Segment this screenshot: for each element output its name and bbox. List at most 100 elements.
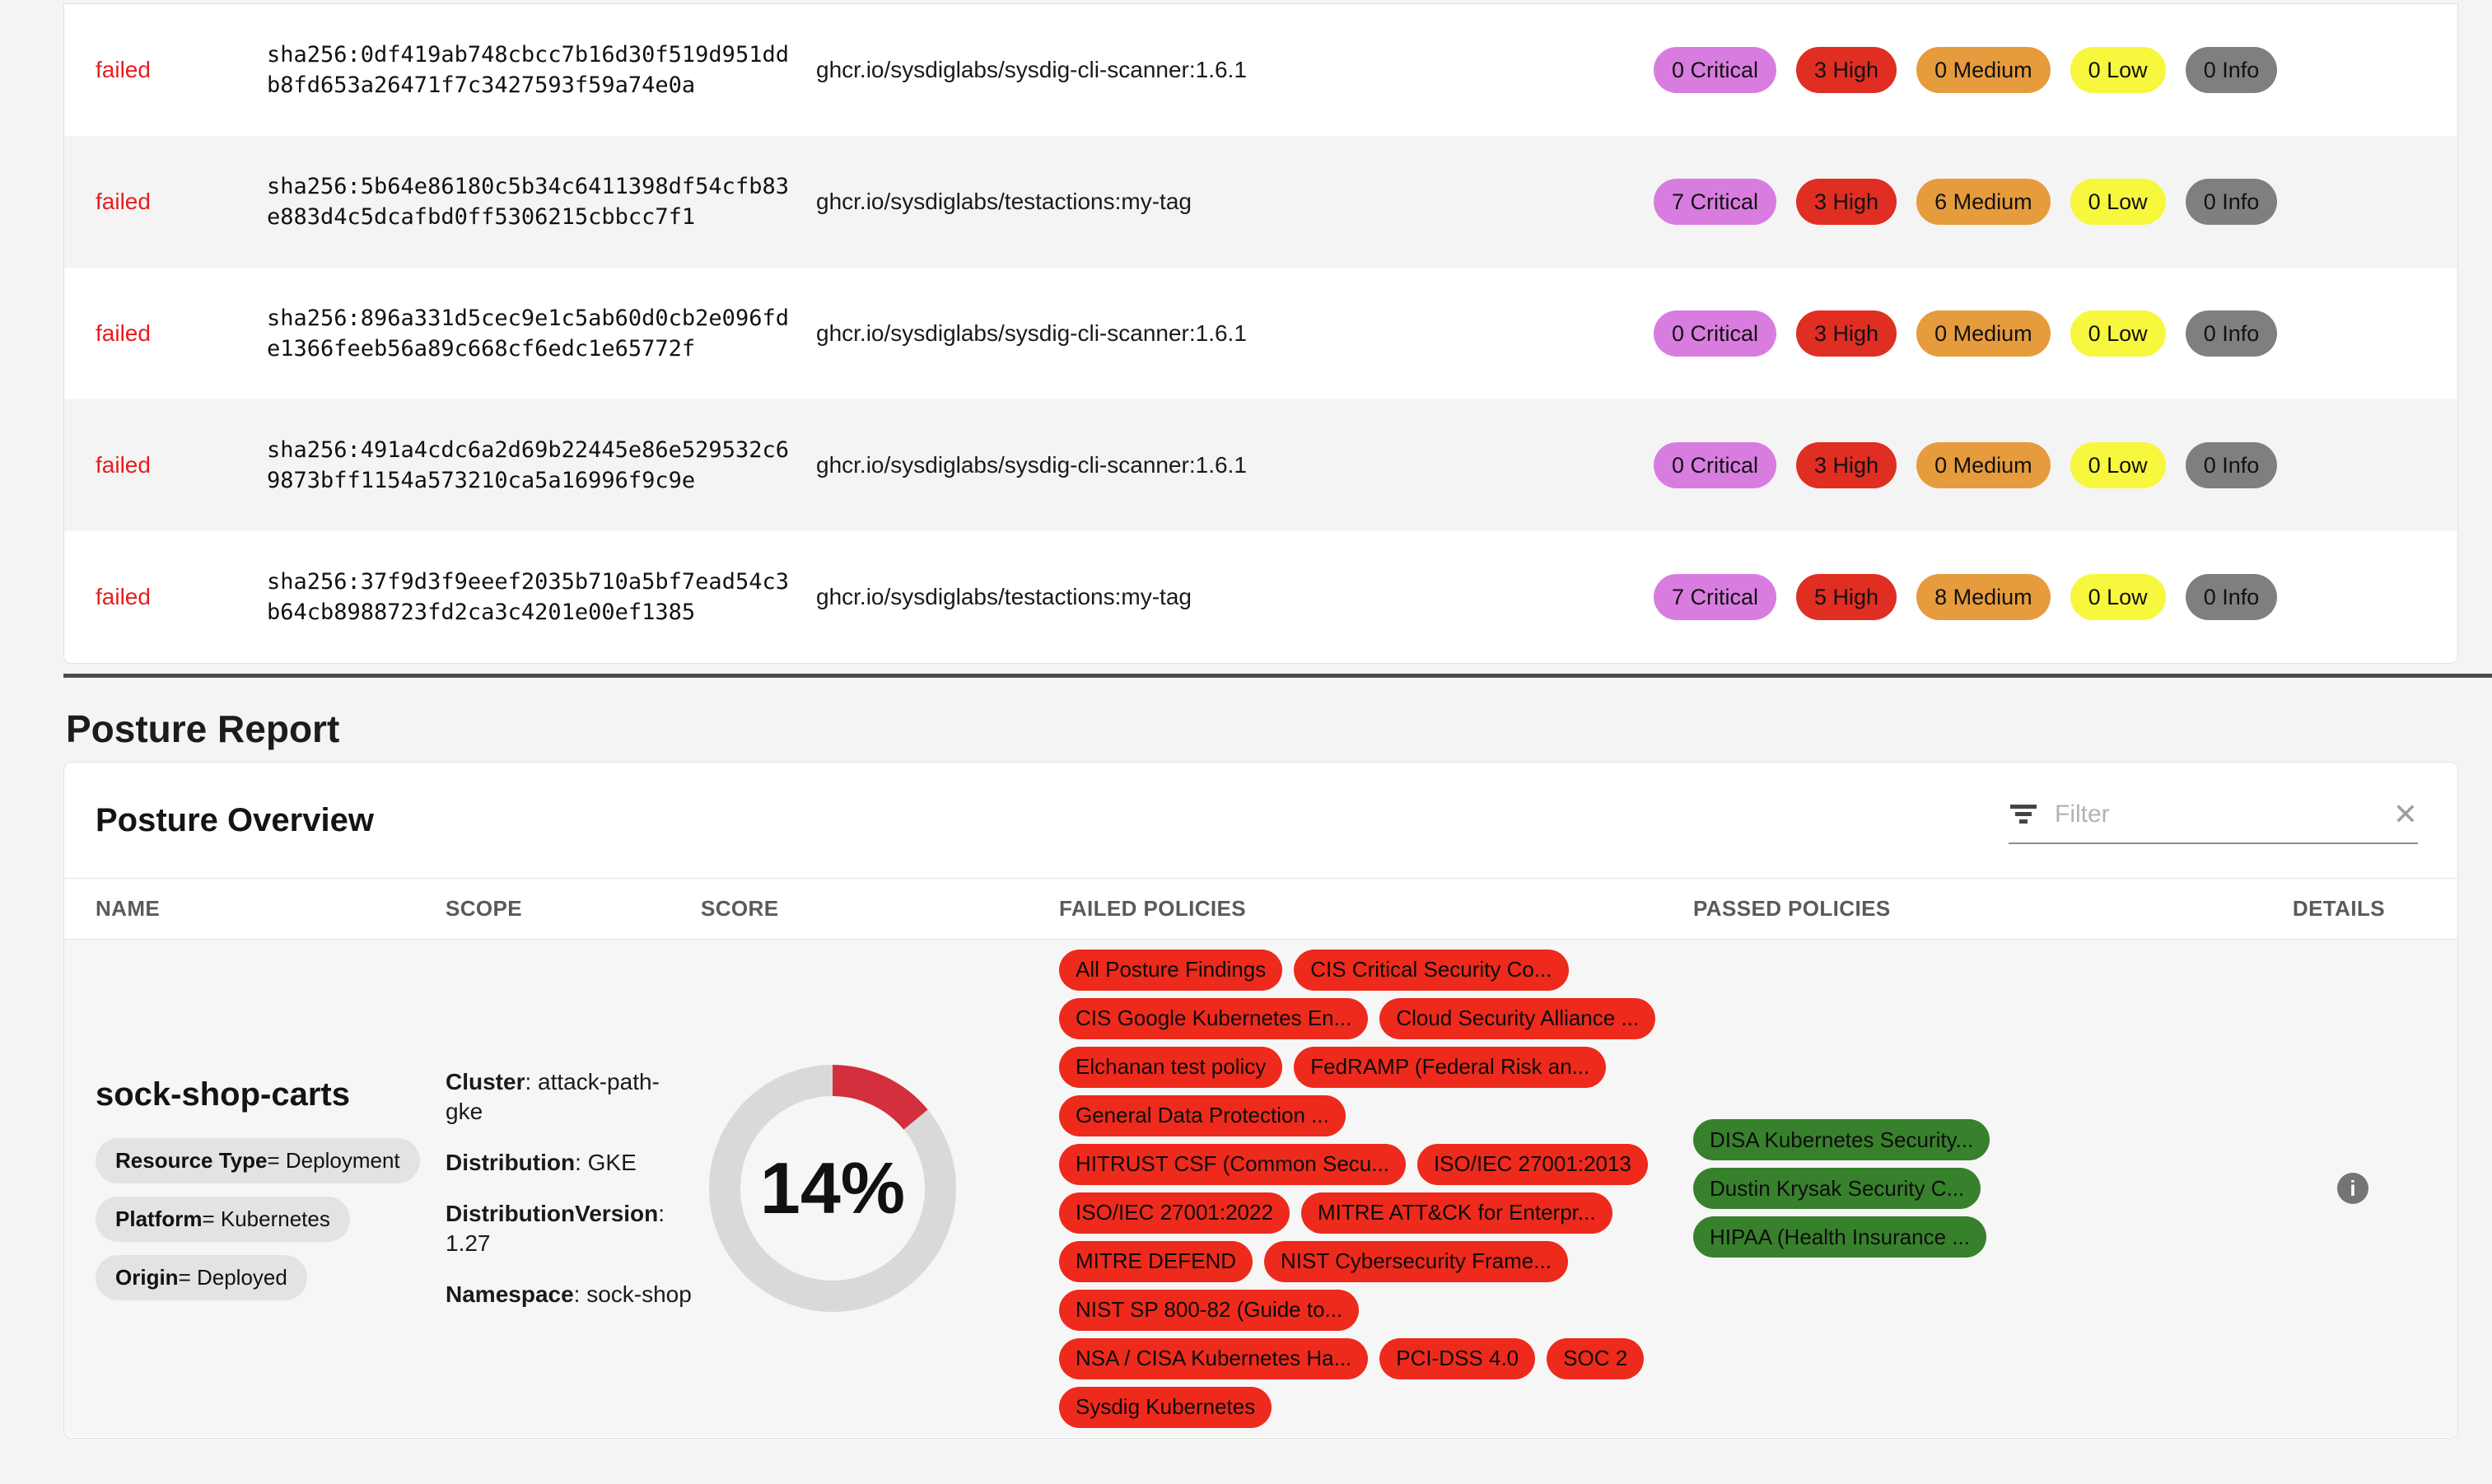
failed-policy-pill: SOC 2 [1547,1337,1645,1379]
scan-digest: sha256:37f9d3f9eeef2035b710a5bf7ead54c3 … [267,569,789,625]
scan-status: failed [96,320,151,346]
scan-result-row[interactable]: failed sha256:37f9d3f9eeef2035b710a5bf7e… [64,531,2457,663]
score-donut: 14% [709,1065,956,1312]
passed-policy-pill: HIPAA (Health Insurance ... [1693,1216,1986,1258]
resource-label-tag: Platform = Kubernetes [96,1197,350,1242]
severity-badge-info: 0 Info [2185,310,2278,357]
column-header-details: DETAILS [2292,896,2385,921]
scope-entry: Cluster: attack-path-gke [446,1069,660,1124]
severity-badge-high: 3 High [1796,442,1897,488]
severity-badge-low: 0 Low [2070,310,2166,357]
scan-result-row[interactable]: failed sha256:5b64e86180c5b34c6411398df5… [64,136,2457,268]
passed-policies-cell: DISA Kubernetes Security... Dustin Krysak… [1693,1119,2253,1258]
scan-digest: sha256:5b64e86180c5b34c6411398df54cfb83 … [267,174,789,230]
severity-badge-medium: 0 Medium [1916,442,2051,488]
failed-policy-pill: FedRAMP (Federal Risk an... [1294,1046,1607,1088]
resource-name-cell: sock-shop-carts Resource Type = Deployme… [96,1076,446,1300]
column-header-scope: SCOPE [446,896,523,921]
resource-name: sock-shop-carts [96,1076,350,1113]
column-header-score: SCORE [701,896,779,921]
resource-label-tag: Origin = Deployed [96,1255,307,1300]
posture-card-header: Posture Overview ✕ [64,763,2457,878]
scan-result-row[interactable]: failed sha256:491a4cdc6a2d69b22445e86e52… [64,399,2457,531]
scope-entry: DistributionVersion: 1.27 [446,1201,665,1256]
section-divider [63,674,2492,678]
severity-badge-low: 0 Low [2070,47,2166,93]
filter-field[interactable]: ✕ [2009,800,2418,844]
severity-badge-low: 0 Low [2070,574,2166,620]
failed-policy-pill: All Posture Findings [1059,949,1283,991]
severity-badge-medium: 0 Medium [1916,47,2051,93]
failed-policy-pill: ISO/IEC 27001:2013 [1416,1143,1648,1185]
scan-digest: sha256:896a331d5cec9e1c5ab60d0cb2e096fd … [267,306,789,362]
scan-image: ghcr.io/sysdiglabs/testactions:my-tag [816,584,1192,609]
details-cell: i [2261,1173,2418,1204]
scan-results-table: failed sha256:0df419ab748cbcc7b16d30f519… [63,3,2458,664]
scan-result-row[interactable]: failed sha256:0df419ab748cbcc7b16d30f519… [64,4,2457,136]
scan-status: failed [96,452,151,478]
severity-badge-info: 0 Info [2185,442,2278,488]
column-header-failed-policies: FAILED POLICIES [1059,896,1247,921]
severity-badge-critical: 7 Critical [1654,574,1777,620]
scan-status: failed [96,584,151,609]
severity-badge-low: 0 Low [2070,179,2166,225]
severity-badge-critical: 0 Critical [1654,47,1777,93]
failed-policy-pill: HITRUST CSF (Common Secu... [1059,1143,1406,1185]
failed-policy-pill: MITRE ATT&CK for Enterpr... [1300,1192,1612,1234]
filter-input[interactable] [2055,800,2377,828]
failed-policy-pill: General Data Protection ... [1059,1094,1346,1136]
posture-table-row: sock-shop-carts Resource Type = Deployme… [64,940,2457,1437]
scan-findings: 7 Critical 3 High 6 Medium 0 Low 0 Info [1654,179,2278,225]
scope-entry: Distribution: GKE [446,1150,637,1175]
resource-label-tag: Resource Type = Deployment [96,1138,420,1183]
severity-badge-high: 3 High [1796,47,1897,93]
scan-digest: sha256:491a4cdc6a2d69b22445e86e529532c6 … [267,437,789,493]
scan-result-row[interactable]: failed sha256:896a331d5cec9e1c5ab60d0cb2… [64,268,2457,399]
failed-policy-pill: NIST SP 800-82 (Guide to... [1059,1289,1360,1331]
scope-cell: Cluster: attack-path-gke Distribution: GK… [446,1067,693,1309]
clear-filter-icon[interactable]: ✕ [2392,797,2418,831]
severity-badge-critical: 0 Critical [1654,310,1777,357]
scan-findings: 0 Critical 3 High 0 Medium 0 Low 0 Info [1654,310,2278,357]
severity-badge-info: 0 Info [2185,574,2278,620]
severity-badge-info: 0 Info [2185,179,2278,225]
severity-badge-critical: 0 Critical [1654,442,1777,488]
score-donut-value [709,1065,956,1312]
scan-digest: sha256:0df419ab748cbcc7b16d30f519d951dd … [267,42,789,98]
score-value: 14% [759,1147,906,1229]
resource-labels: Resource Type = Deployment Platform = Kub… [96,1138,446,1300]
scan-image: ghcr.io/sysdiglabs/sysdig-cli-scanner:1.… [816,320,1247,346]
posture-table-header: NAME SCOPE SCORE FAILED POLICIES PASSED … [64,878,2457,940]
passed-policy-pill: Dustin Krysak Security C... [1693,1168,1981,1209]
passed-policy-pill: DISA Kubernetes Security... [1693,1119,1990,1160]
severity-badge-critical: 7 Critical [1654,179,1777,225]
severity-badge-medium: 0 Medium [1916,310,2051,357]
scan-image: ghcr.io/sysdiglabs/testactions:my-tag [816,189,1192,214]
scan-status: failed [96,57,151,82]
severity-badge-medium: 8 Medium [1916,574,2051,620]
severity-badge-high: 3 High [1796,310,1897,357]
column-header-passed-policies: PASSED POLICIES [1693,896,1891,921]
failed-policy-pill: CIS Critical Security Co... [1294,949,1569,991]
failed-policy-pill: MITRE DEFEND [1059,1240,1253,1282]
filter-list-icon [2010,805,2037,824]
score-cell: 14% [701,1065,1059,1312]
column-header-name: NAME [96,896,161,921]
posture-overview-card: Posture Overview ✕ NAME SCOPE SCORE FAIL… [63,762,2458,1439]
failed-policies-cell: All Posture Findings CIS Critical Securit… [1059,949,1673,1428]
info-icon[interactable]: i [2337,1173,2368,1204]
severity-badge-info: 0 Info [2185,47,2278,93]
scope-entry: Namespace: sock-shop [446,1281,692,1307]
failed-policy-pill: NIST Cybersecurity Frame... [1264,1240,1568,1282]
scan-findings: 0 Critical 3 High 0 Medium 0 Low 0 Info [1654,47,2278,93]
scan-image: ghcr.io/sysdiglabs/sysdig-cli-scanner:1.… [816,57,1247,82]
scan-findings: 7 Critical 5 High 8 Medium 0 Low 0 Info [1654,574,2278,620]
failed-policy-pill: PCI-DSS 4.0 [1379,1337,1536,1379]
severity-badge-high: 3 High [1796,179,1897,225]
failed-policy-pill: ISO/IEC 27001:2022 [1059,1192,1290,1234]
severity-badge-high: 5 High [1796,574,1897,620]
posture-report-title: Posture Report [66,707,340,750]
scan-image: ghcr.io/sysdiglabs/sysdig-cli-scanner:1.… [816,452,1247,478]
scan-status: failed [96,189,151,214]
